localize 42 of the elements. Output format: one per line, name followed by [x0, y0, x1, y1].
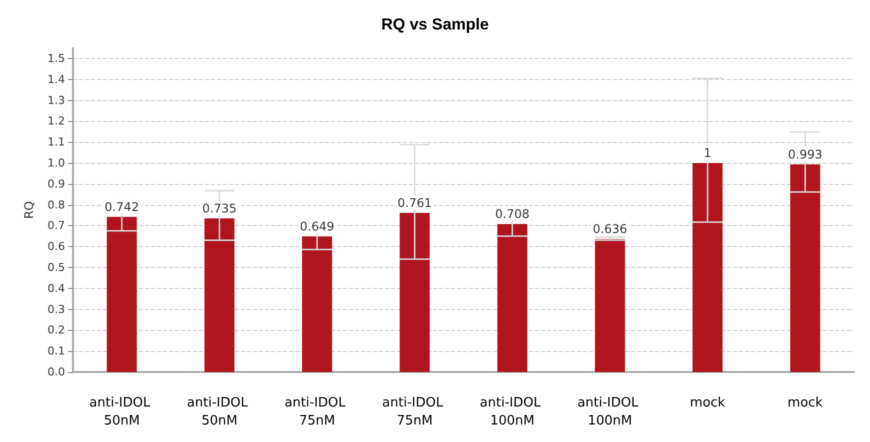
x-tick-label: anti-IDOL 100nM [577, 396, 642, 428]
y-tick-label: 0.9 [48, 177, 65, 190]
x-tick-label: mock [788, 396, 824, 410]
bar [302, 236, 332, 372]
y-tick-label: 1.3 [48, 94, 65, 107]
data-label: 0.636 [592, 222, 628, 236]
data-label: 0.735 [202, 201, 237, 216]
y-tick-label: 0.2 [48, 324, 65, 337]
bar [106, 216, 137, 372]
x-tick-label: anti-IDOL 50nM [89, 396, 154, 428]
y-tick-label: 0.6 [48, 240, 65, 254]
y-axis-title: RQ [22, 201, 36, 219]
x-tick-label: mock [690, 396, 726, 410]
y-tick-label: 1.2 [48, 114, 65, 128]
bar [594, 239, 625, 372]
y-tick-label: 1.0 [48, 156, 65, 170]
data-label: 0.993 [788, 147, 822, 162]
chart-title: RQ vs Sample [381, 16, 489, 34]
x-tick-label: anti-IDOL 100nM [480, 396, 545, 428]
data-label: 0.708 [495, 207, 530, 222]
bar [497, 224, 528, 372]
x-tick-label: anti-IDOL 75nM [284, 396, 350, 428]
y-tick-label: 0.3 [48, 302, 65, 316]
bar [204, 218, 234, 372]
y-tick-label: 0.1 [48, 344, 65, 358]
y-tick-label: 0.4 [48, 282, 65, 295]
data-label: 0.761 [398, 196, 432, 210]
x-tick-label: anti-IDOL 50nM [186, 396, 252, 428]
bar [692, 162, 723, 372]
y-tick-label: 0.0 [48, 366, 65, 378]
bar [400, 212, 430, 372]
y-tick-label: 0.8 [48, 198, 65, 212]
data-label: 0.649 [300, 219, 334, 234]
y-tick-label: 0.7 [48, 219, 65, 232]
y-tick-label: 1.4 [48, 72, 65, 86]
x-tick-label: anti-IDOL 75nM [382, 396, 448, 428]
data-label: 1 [704, 146, 712, 160]
bar [790, 164, 820, 372]
data-label: 0.742 [104, 200, 139, 214]
y-tick-label: 1.1 [48, 136, 65, 149]
y-tick-label: 0.5 [48, 260, 65, 274]
y-tick-label: 1.5 [48, 52, 65, 65]
